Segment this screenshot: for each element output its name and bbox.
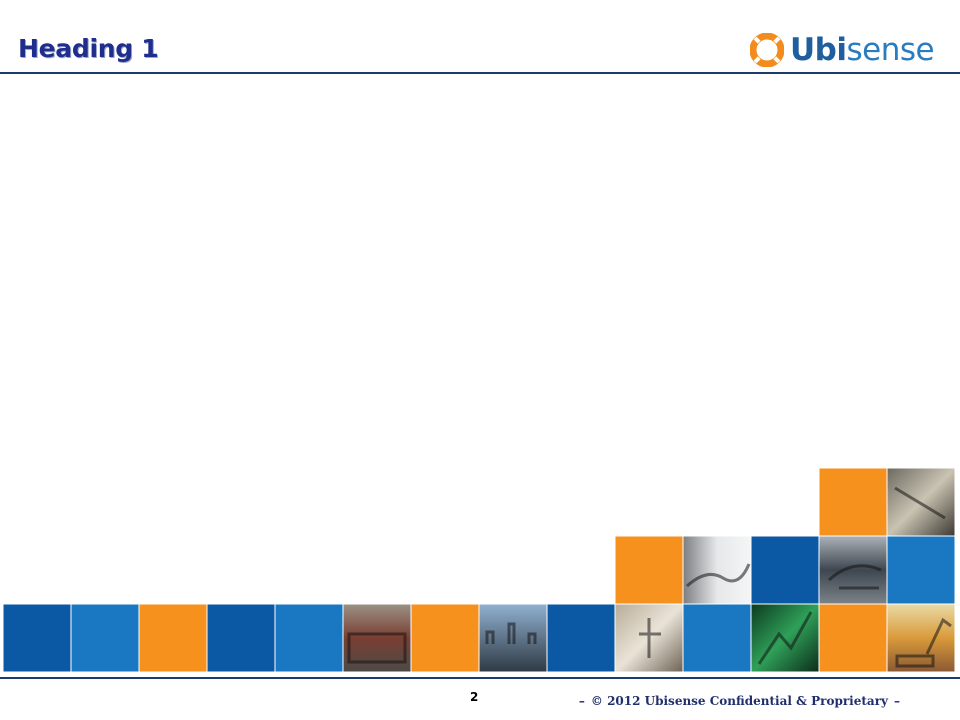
mosaic-photo-detail — [639, 618, 661, 658]
ubisense-ring-icon — [750, 33, 784, 67]
mosaic-photo-detail — [757, 611, 813, 665]
mosaic-photo-detail — [685, 563, 751, 588]
footer-copyright: – © 2012 Ubisense Confidential & Propriet… — [573, 694, 906, 708]
mosaic-tile-photo-aircraft — [819, 536, 887, 604]
mosaic-tile-dark_blue — [3, 604, 71, 672]
mosaic-tile-orange — [615, 536, 683, 604]
mosaic-photo-detail — [347, 632, 407, 664]
page-number: 2 — [470, 690, 479, 704]
footer-dash-left: – — [578, 694, 585, 708]
logo-wordmark: Ubisense — [790, 30, 935, 70]
mosaic-tile-orange — [411, 604, 479, 672]
footer-divider — [0, 677, 960, 679]
mosaic-tile-orange — [819, 604, 887, 672]
logo-text-ubi: Ubi — [790, 32, 847, 68]
mosaic-tile-photo-train — [343, 604, 411, 672]
mosaic-tile-dark_blue — [751, 536, 819, 604]
mosaic-tile-photo-excavator — [887, 604, 955, 672]
mosaic-photo-detail — [485, 622, 537, 644]
mosaic-photo-detail — [895, 617, 952, 668]
mosaic-tile-blue — [887, 536, 955, 604]
logo-text-sense: sense — [846, 32, 935, 68]
mosaic-tile-orange — [819, 468, 887, 536]
footer-dash-right: – — [894, 694, 900, 708]
mosaic-photo-detail — [894, 486, 946, 520]
mosaic-tile-blue — [683, 604, 751, 672]
mosaic-tile-photo-robot-arm — [683, 536, 751, 604]
mosaic-tile-blue — [71, 604, 139, 672]
slide-heading: Heading 1 — [18, 34, 159, 63]
mosaic-tile-blue — [275, 604, 343, 672]
mosaic-photo-detail — [827, 564, 882, 590]
footer-label: © 2012 Ubisense Confidential & Proprieta… — [590, 694, 888, 708]
ubisense-logo: Ubisense — [750, 30, 935, 70]
header-divider — [0, 72, 960, 74]
mosaic-tile-orange — [139, 604, 207, 672]
mosaic-tile-dark_blue — [207, 604, 275, 672]
mosaic-tile-dark_blue — [547, 604, 615, 672]
